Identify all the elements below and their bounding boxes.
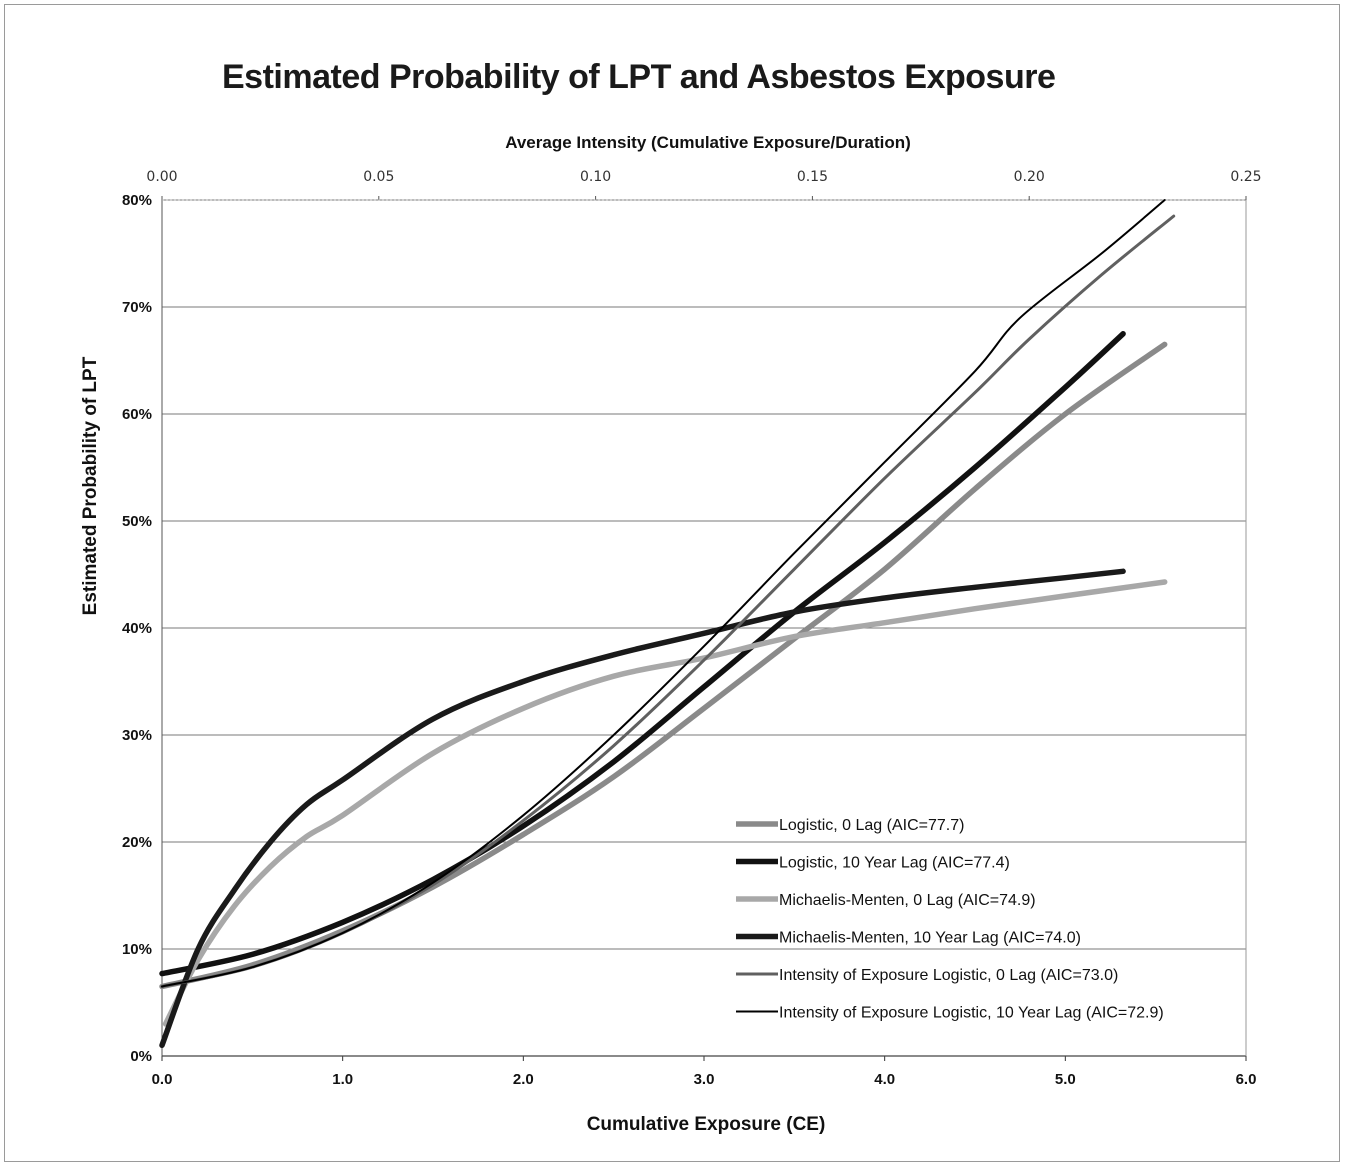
x-tick-label: 6.0 bbox=[1236, 1071, 1257, 1088]
x2-tick-label: 0.00 bbox=[146, 169, 177, 185]
y-tick-label: 10% bbox=[122, 941, 152, 958]
series-line-6 bbox=[161, 199, 1166, 988]
legend: Logistic, 0 Lag (AIC=77.7) Logistic, 10 Y… bbox=[736, 817, 1164, 1022]
y-tick-label: 50% bbox=[122, 513, 152, 530]
x-axis-title: Cumulative Exposure (CE) bbox=[587, 1114, 826, 1135]
legend-label: Intensity of Exposure Logistic, 0 Lag (A… bbox=[779, 967, 1118, 984]
x2-tick-label: 0.05 bbox=[363, 169, 394, 185]
x-tick-label: 3.0 bbox=[694, 1071, 715, 1088]
tick-labels: 0% 10% 20% 30% 40% 50% 60% 70% 80% 0.0 1.0 2.0 3.0 4.… bbox=[122, 169, 1262, 1088]
series-line-1 bbox=[159, 341, 1168, 990]
legend-label: Logistic, 10 Year Lag (AIC=77.4) bbox=[779, 855, 1010, 872]
x2-tick-label: 0.10 bbox=[580, 169, 611, 185]
legend-label: Michaelis-Menten, 10 Year Lag (AIC=74.0) bbox=[779, 930, 1081, 947]
x-tick-label: 1.0 bbox=[332, 1071, 353, 1088]
x-tick-label: 0.0 bbox=[152, 1071, 173, 1088]
series-lines bbox=[159, 199, 1176, 1049]
legend-label: Logistic, 0 Lag (AIC=77.7) bbox=[779, 817, 964, 834]
x-tick-label: 4.0 bbox=[874, 1071, 895, 1088]
legend-label: Michaelis-Menten, 0 Lag (AIC=74.9) bbox=[779, 892, 1036, 909]
y-tick-label: 60% bbox=[122, 406, 152, 423]
chart-frame bbox=[4, 4, 1340, 1162]
y-tick-label: 30% bbox=[122, 727, 152, 744]
x2-axis-title: Average Intensity (Cumulative Exposure/D… bbox=[505, 133, 911, 152]
x2-tick-label: 0.25 bbox=[1230, 169, 1261, 185]
legend-label: Intensity of Exposure Logistic, 10 Year … bbox=[779, 1005, 1164, 1022]
y-axis-title: Estimated Probability of LPT bbox=[80, 356, 101, 615]
y-tick-label: 70% bbox=[122, 299, 152, 316]
y-tick-label: 0% bbox=[130, 1048, 152, 1065]
x-tick-label: 5.0 bbox=[1055, 1071, 1076, 1088]
series-line-3 bbox=[162, 579, 1168, 1027]
y-tick-label: 40% bbox=[122, 620, 152, 637]
y-tick-label: 20% bbox=[122, 834, 152, 851]
series-line-4 bbox=[159, 568, 1126, 1049]
y-tick-label: 80% bbox=[122, 192, 152, 209]
x2-tick-label: 0.20 bbox=[1014, 169, 1045, 185]
axes bbox=[161, 196, 1247, 1061]
x2-tick-label: 0.15 bbox=[797, 169, 828, 185]
series-line-2 bbox=[159, 331, 1126, 977]
x-tick-label: 2.0 bbox=[513, 1071, 534, 1088]
chart-title: Estimated Probability of LPT and Asbesto… bbox=[222, 58, 1056, 96]
